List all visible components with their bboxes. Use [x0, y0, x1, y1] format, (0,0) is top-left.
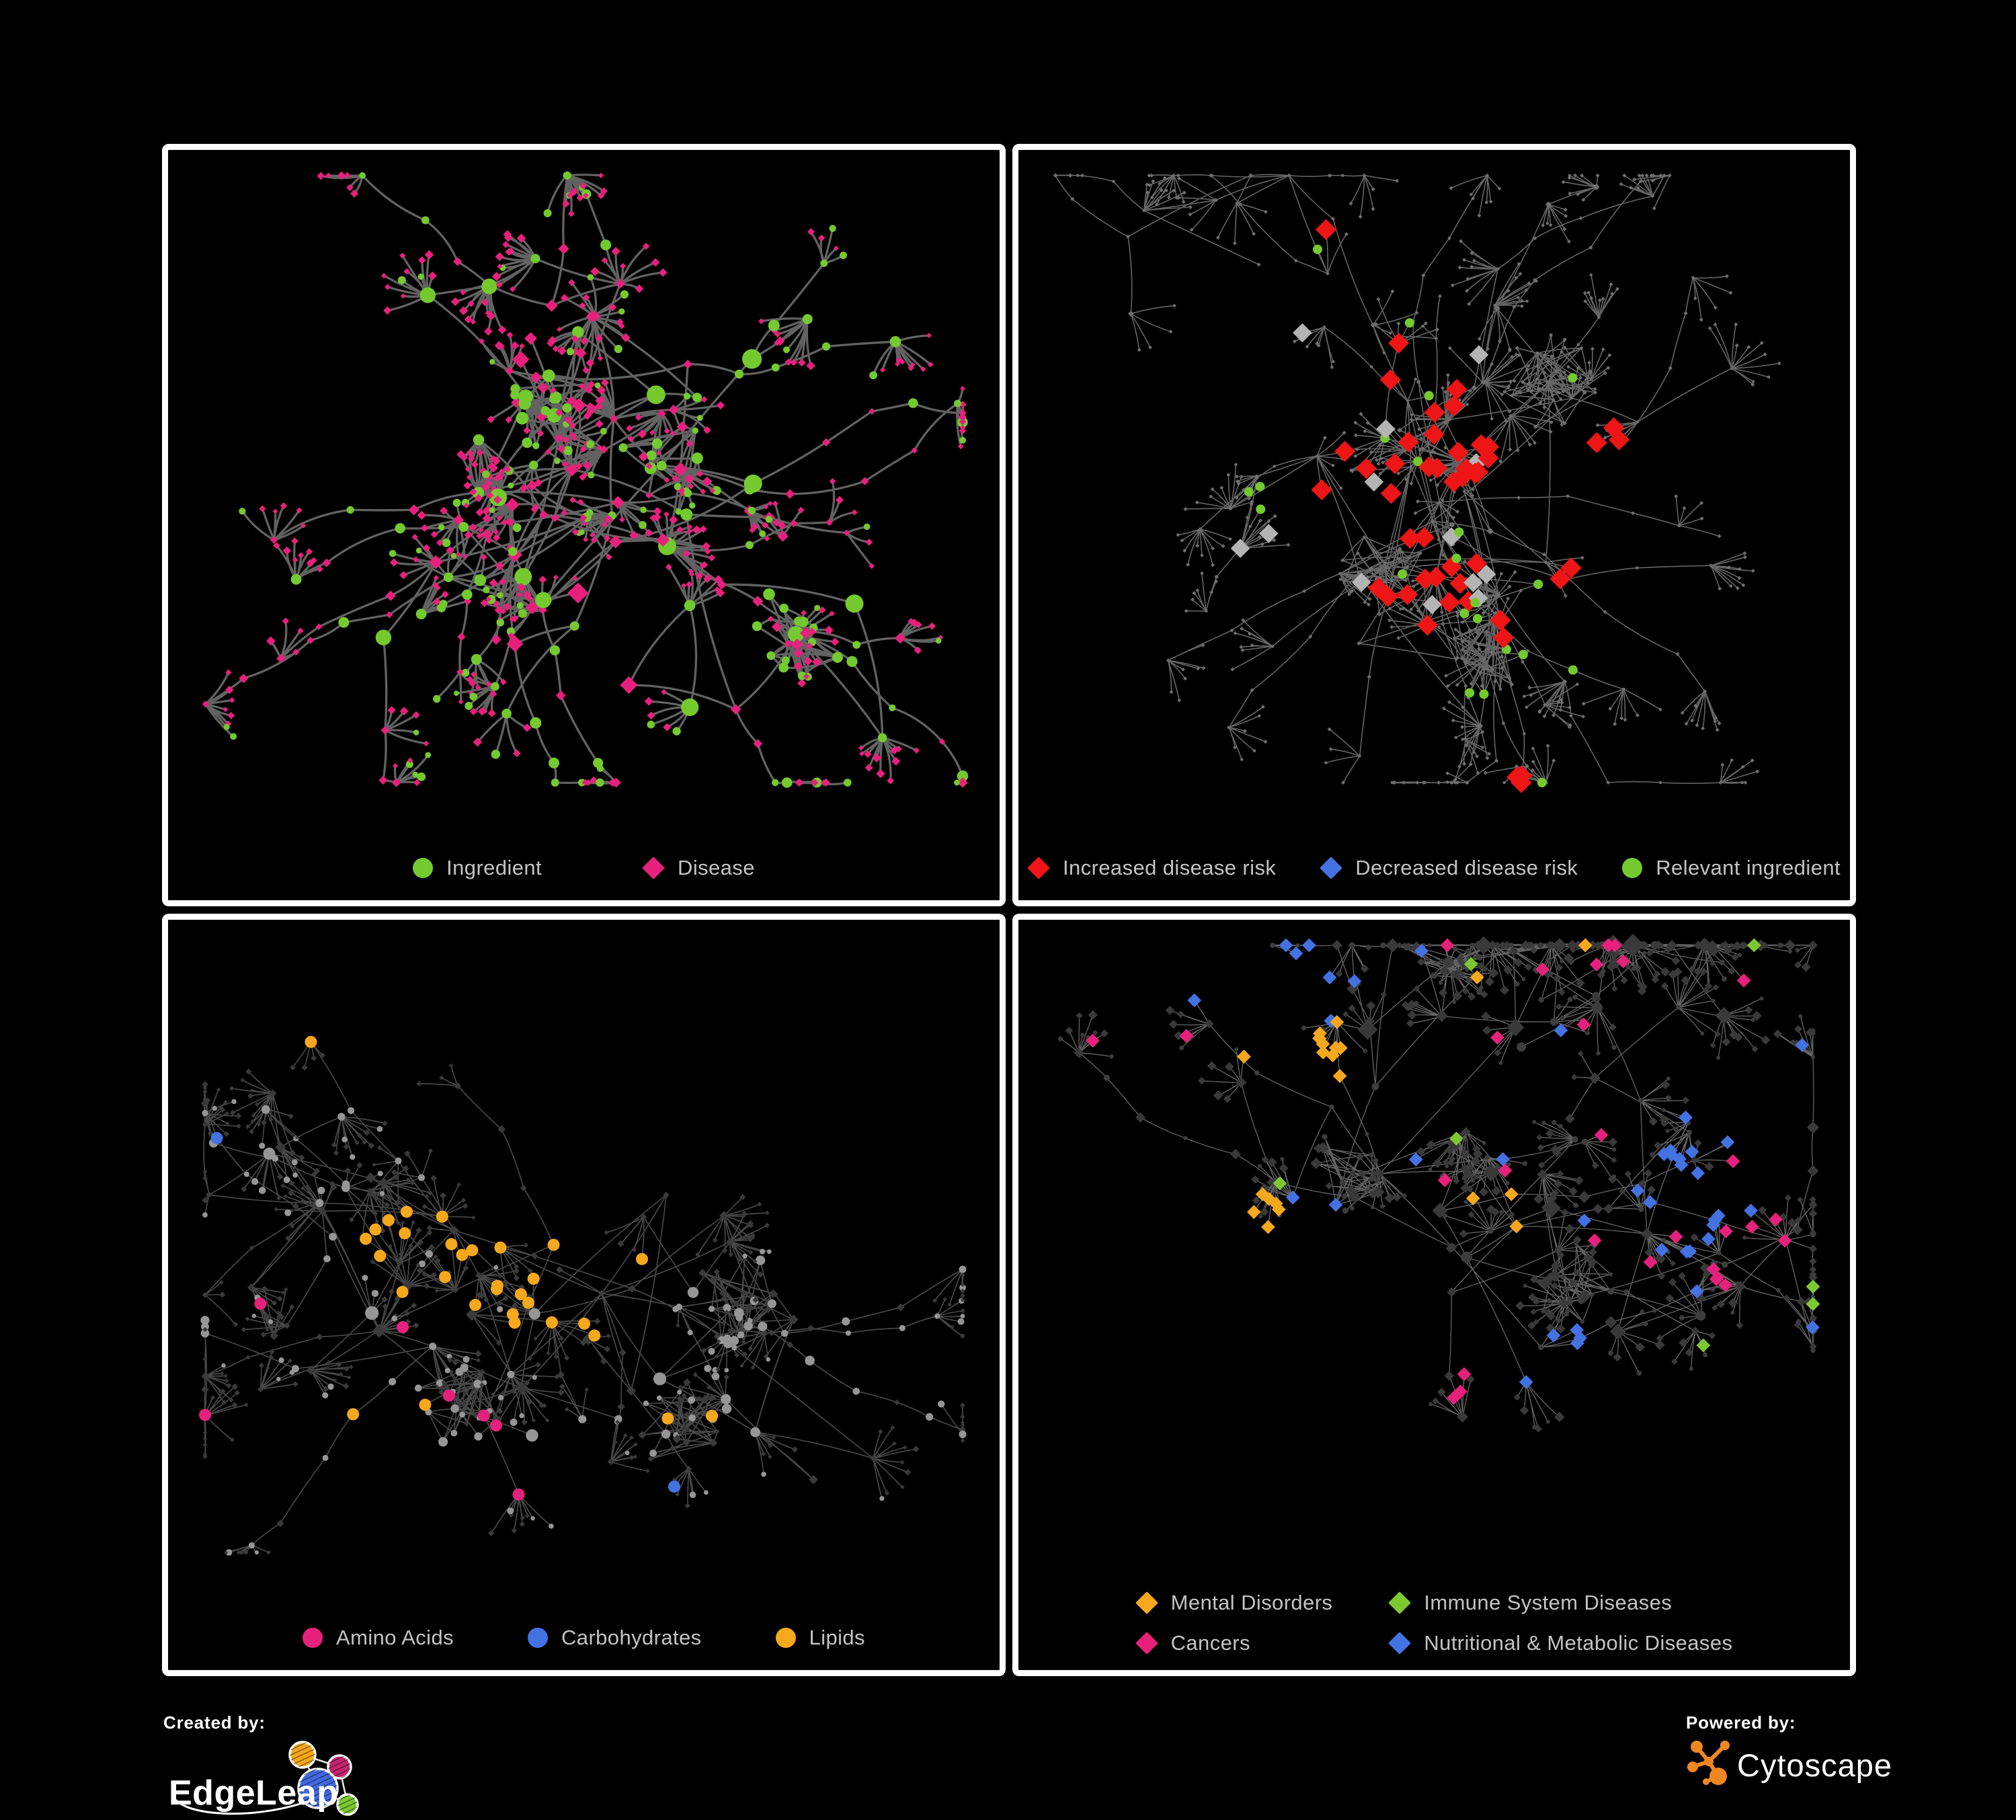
panel-disease-risk: Increased disease risk Decreased disease … [1012, 144, 1856, 906]
panel-disease-classes: Mental Disorders Immune System Diseases Ca… [1012, 914, 1856, 1676]
network-graph-ingredient-disease [202, 171, 969, 788]
legend-label: Lipids [809, 1626, 865, 1649]
legend-item-mental-disorders: Mental Disorders [1135, 1591, 1333, 1615]
legend-item-nutritional-metabolic-diseases: Nutritional & Metabolic Diseases [1388, 1631, 1733, 1655]
legend-label: Nutritional & Metabolic Diseases [1424, 1631, 1733, 1655]
legend-label: Carbohydrates [561, 1626, 702, 1649]
legend-item-increased-disease-risk: Increased disease risk [1027, 856, 1277, 880]
cytoscape-icon-nodes [1687, 1741, 1730, 1785]
network-graph-nutrient-classes [199, 1035, 967, 1556]
legend-label: Immune System Diseases [1424, 1591, 1672, 1614]
network-graph-disease-risk [1053, 173, 1781, 793]
diamond-swatch [1135, 1632, 1158, 1655]
network-graph-disease-classes [1057, 933, 1820, 1433]
legend-label: Decreased disease risk [1355, 856, 1578, 879]
legend-label: Amino Acids [336, 1626, 454, 1649]
edgeleap-logo-nodes [288, 1741, 359, 1816]
legend-label: Cancers [1170, 1631, 1250, 1655]
powered-by-label: Powered by: [1686, 1712, 1796, 1733]
cytoscape-logo-text: Cytoscape [1737, 1747, 1892, 1783]
legend-disease-risk: Increased disease risk Decreased disease … [1018, 856, 1850, 880]
diamond-swatch [1027, 857, 1050, 879]
created-by-label: Created by: [163, 1712, 266, 1733]
edgeleap-swoosh [171, 1793, 311, 1815]
circle-swatch [303, 1628, 323, 1648]
legend-disease-classes: Mental Disorders Immune System Diseases Ca… [1018, 1591, 1850, 1655]
legend-item-ingredient: Ingredient [413, 856, 542, 880]
circle-swatch [413, 858, 434, 878]
legend-label: Ingredient [446, 856, 542, 879]
legend-label: Increased disease risk [1063, 856, 1277, 879]
edgeleap-logo: EdgeLeap [169, 1741, 359, 1816]
edgeleap-logo-text: EdgeLeap [169, 1774, 339, 1813]
panel-ingredient-disease: Ingredient Disease [162, 144, 1006, 906]
legend-item-cancers: Cancers [1135, 1631, 1333, 1655]
cytoscape-logo: Cytoscape [1687, 1741, 1892, 1785]
legend-label: Disease [678, 856, 755, 879]
legend-item-immune-system-diseases: Immune System Diseases [1388, 1591, 1732, 1615]
diamond-swatch [1388, 1632, 1412, 1655]
legend-label: Mental Disorders [1170, 1591, 1333, 1614]
legend-nutrient-classes: Amino Acids Carbohydrates Lipids [168, 1626, 1000, 1650]
legend-label: Relevant ingredient [1656, 856, 1841, 879]
circle-swatch [528, 1628, 549, 1648]
diamond-swatch [1320, 857, 1343, 879]
legend-item-carbohydrates: Carbohydrates [528, 1626, 702, 1650]
diamond-swatch [1388, 1591, 1412, 1614]
diamond-swatch [642, 857, 666, 879]
powered-by-block: Powered by: Cytoscape [1686, 1712, 1914, 1797]
legend-item-decreased-disease-risk: Decreased disease risk [1320, 856, 1578, 880]
legend-item-disease: Disease [642, 856, 755, 880]
legend-item-amino-acids: Amino Acids [303, 1626, 454, 1650]
legend-item-relevant-ingredient: Relevant ingredient [1622, 856, 1841, 880]
panel-nutrient-classes: Amino Acids Carbohydrates Lipids [162, 914, 1006, 1676]
legend-ingredient-disease: Ingredient Disease [168, 856, 1000, 880]
circle-swatch [775, 1628, 796, 1648]
diamond-swatch [1135, 1591, 1158, 1614]
circle-swatch [1622, 858, 1643, 878]
created-by-block: Created by: [163, 1712, 399, 1820]
legend-item-lipids: Lipids [775, 1626, 865, 1650]
